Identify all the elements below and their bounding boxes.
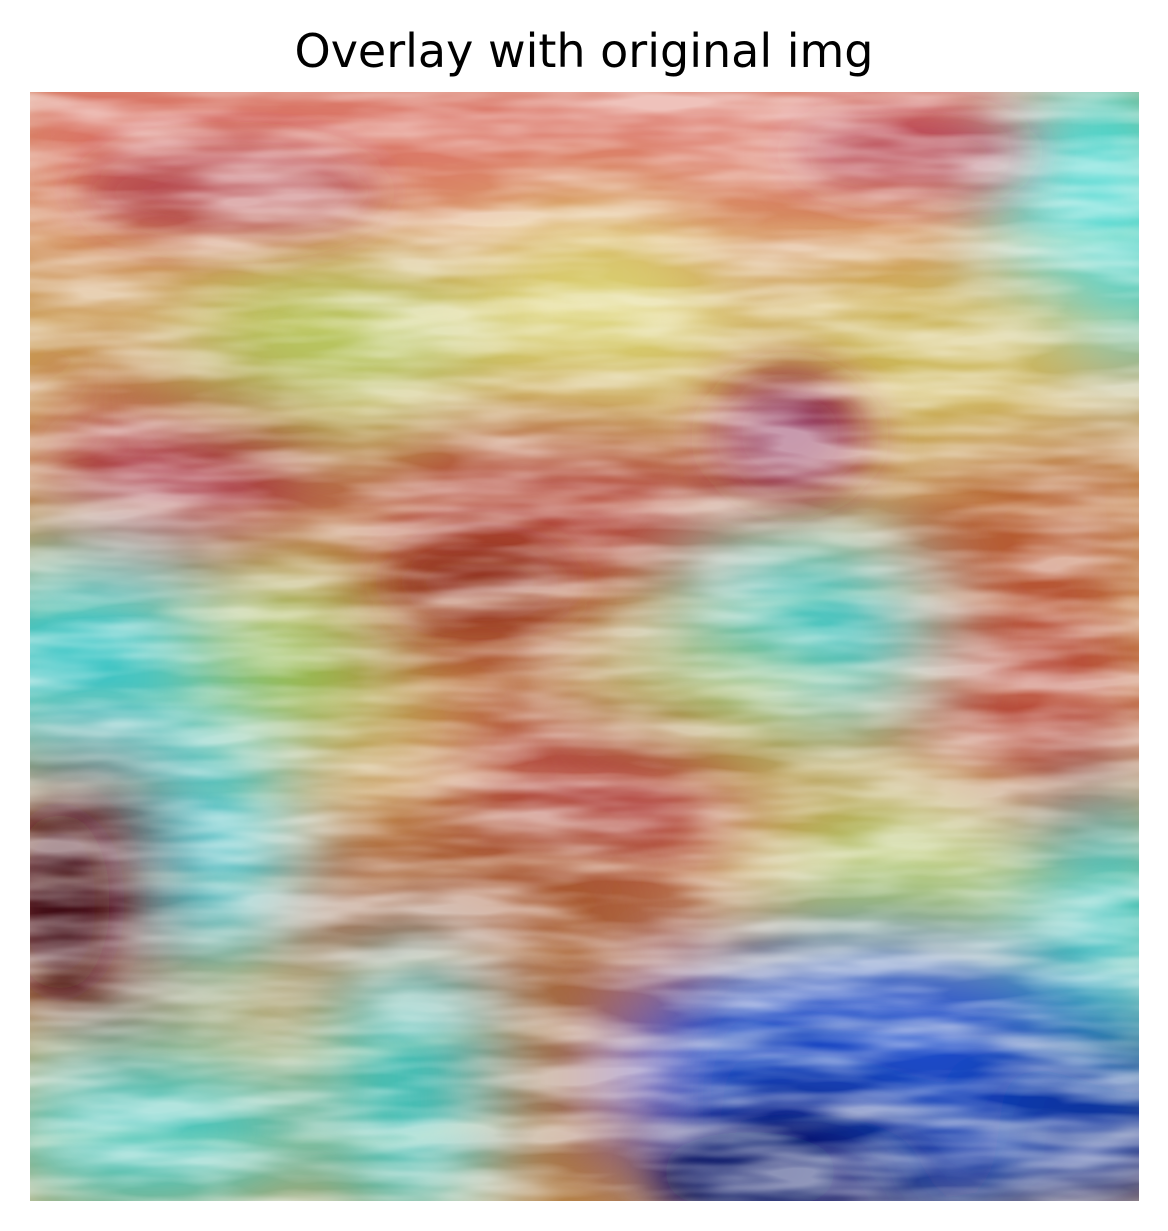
- overlay-image: [30, 92, 1139, 1201]
- figure-title: Overlay with original img: [294, 24, 874, 78]
- wave-highlights: [30, 224, 1139, 1147]
- overlay-heatmap-svg: [30, 92, 1139, 1201]
- wave-texture: [30, 92, 1139, 1201]
